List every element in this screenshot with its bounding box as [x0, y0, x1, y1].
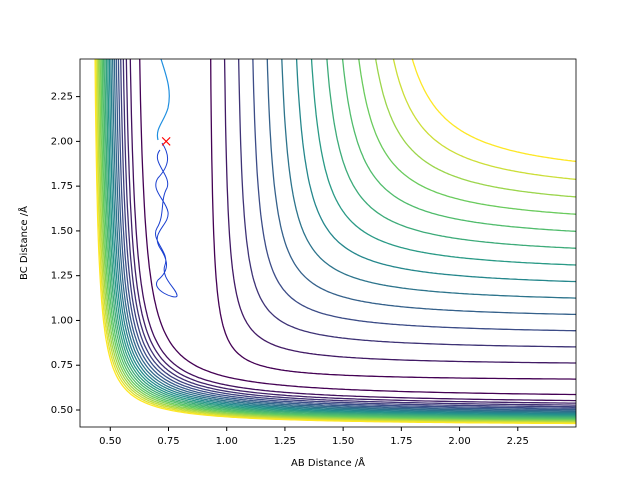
x-tick-label: 2.00	[448, 436, 470, 447]
contour-line	[326, 59, 576, 249]
contour-line	[341, 59, 576, 233]
contour-line	[375, 59, 576, 198]
contour-line	[238, 59, 576, 348]
contour-line	[102, 59, 576, 419]
contour-line	[122, 59, 576, 406]
y-tick-label: 1.00	[51, 315, 73, 326]
contour-line	[392, 59, 576, 181]
contour-line	[120, 59, 576, 408]
y-tick-label: 0.50	[51, 405, 73, 416]
contour-line	[111, 59, 576, 413]
x-tick-label: 2.25	[507, 436, 529, 447]
contour-line	[97, 59, 576, 422]
trajectory-line	[155, 142, 178, 298]
x-tick-label: 0.50	[99, 436, 121, 447]
contour-line	[94, 59, 576, 425]
contour-line	[358, 59, 576, 215]
contour-line	[125, 59, 576, 404]
x-tick-label: 1.00	[216, 436, 238, 447]
contour-line	[101, 59, 576, 420]
contour-line	[223, 59, 576, 364]
contour-line	[99, 59, 576, 422]
contour-line	[252, 59, 576, 332]
y-tick-label: 1.50	[51, 226, 73, 237]
contour-line	[110, 59, 576, 414]
contour-line	[129, 59, 576, 402]
contour-line	[115, 59, 576, 411]
x-tick-label: 1.50	[332, 436, 354, 447]
y-tick-label: 2.00	[51, 136, 73, 147]
contour-line	[139, 59, 576, 396]
contour-line	[95, 59, 576, 424]
contour-line	[295, 59, 576, 283]
x-tick-label: 0.75	[157, 436, 179, 447]
contour-line	[104, 59, 576, 418]
contour-line	[105, 59, 576, 417]
contour-line	[266, 59, 576, 316]
trajectory-line	[156, 59, 170, 141]
contour-line	[281, 59, 576, 299]
y-tick-label: 1.25	[51, 271, 73, 282]
contour-line	[107, 59, 576, 416]
contour-line	[96, 59, 576, 423]
y-tick-label: 0.75	[51, 360, 73, 371]
start-marker	[161, 136, 171, 146]
contour-line	[210, 59, 576, 380]
x-tick-label: 1.25	[274, 436, 296, 447]
y-tick-label: 1.75	[51, 181, 73, 192]
x-tick-label: 1.75	[390, 436, 412, 447]
x-axis-label: AB Distance /Å	[291, 456, 365, 469]
y-tick-label: 2.25	[51, 92, 73, 103]
contour-line	[100, 59, 576, 421]
contour-lines	[94, 59, 576, 425]
contour-line	[108, 59, 576, 415]
contour-line	[117, 59, 576, 409]
contour-line	[310, 59, 576, 266]
plot-frame	[79, 58, 577, 428]
contour-line	[411, 59, 576, 163]
trajectory	[155, 59, 178, 298]
y-axis-label: BC Distance /Å	[17, 206, 30, 280]
contour-line	[113, 59, 576, 412]
